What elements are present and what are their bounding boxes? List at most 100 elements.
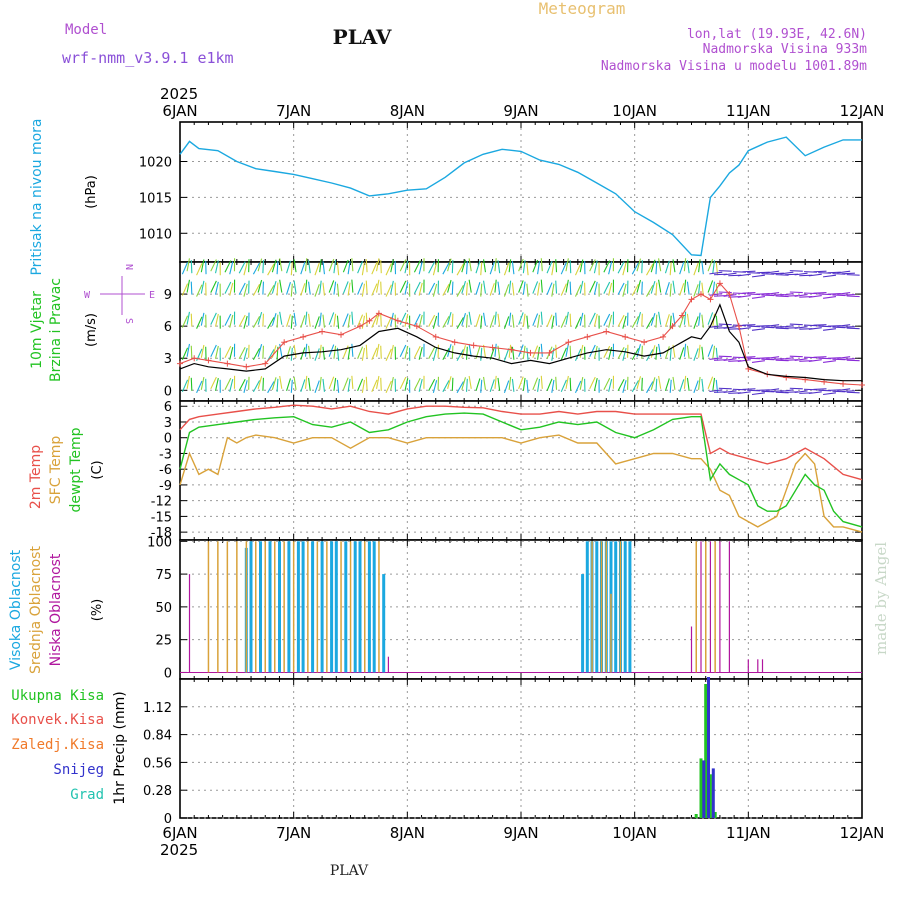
wind-arrow (698, 259, 701, 273)
wind-arrow (333, 281, 337, 295)
cloud-bar-mid (245, 541, 248, 673)
y-tick-label: 1.12 (143, 701, 172, 716)
y-tick-label: -3 (159, 447, 172, 462)
wind-arrow (267, 263, 275, 276)
wind-arrow (475, 314, 481, 327)
wind-arrow (574, 348, 582, 361)
wind-arrow (468, 311, 472, 325)
cloud-bar-mid (340, 541, 342, 673)
wind-arrow (622, 315, 627, 329)
wind-gust-marker (356, 323, 363, 330)
wind-arrow (683, 258, 687, 272)
wind-arrow (742, 270, 756, 273)
cloud-bar-high (585, 541, 589, 673)
wind-arrow (766, 356, 780, 359)
wind-arrow (399, 259, 407, 272)
wind-arrow (300, 347, 306, 360)
wind-arrow (279, 343, 283, 357)
wind-arrow (565, 343, 569, 357)
wind-arrow (593, 345, 598, 359)
wind-arrow (789, 291, 803, 294)
elevation-label: Nadmorska Visina 933m (703, 42, 868, 57)
wind-arrow (468, 258, 472, 272)
cloud-bar-high (287, 541, 291, 673)
wind-arrow (508, 312, 512, 326)
legend-convective: Konvek.Kisa (11, 712, 104, 728)
wind-arrow (560, 283, 567, 296)
wind-arrow (371, 262, 378, 275)
cloud-bar-mid (274, 541, 276, 673)
wind-arrow (718, 270, 732, 272)
cloud-bar-low (188, 574, 191, 673)
cloud-bar-mid (226, 541, 229, 673)
wind-arrow (186, 279, 191, 293)
wind-arrow (603, 345, 611, 358)
wind-arrow (569, 377, 572, 391)
wind-gust-marker (716, 280, 723, 287)
wind-arrow (252, 315, 261, 328)
wind-units: (m/s) (84, 313, 99, 347)
wind-arrow (319, 259, 322, 273)
wind-arrow (214, 313, 219, 327)
precip-bar-total (704, 684, 708, 818)
wind-arrow (489, 283, 495, 296)
wind-arrow (418, 346, 423, 360)
wind-panel: 0 3 6 9 (164, 258, 865, 402)
temp-2m-line (179, 404, 863, 481)
wind-arrow (742, 292, 756, 294)
wind-arrow (540, 258, 543, 272)
wind-arrow (751, 274, 765, 278)
wind-arrow (841, 272, 855, 275)
wind-arrow (262, 345, 264, 359)
wind-arrow (723, 390, 737, 394)
y-tick-label: -12 (151, 495, 172, 510)
y-tick-label: 6 (164, 400, 172, 415)
temp-dewpt-label: dewpt Temp (68, 427, 84, 512)
wind-arrow (593, 313, 598, 327)
wind-arrow (560, 315, 567, 328)
wind-arrow (658, 258, 662, 272)
time-tick-label: 12JAN (840, 102, 885, 120)
wind-arrow (537, 282, 541, 296)
wind-arrow (494, 279, 497, 293)
wind-arrow (526, 347, 529, 361)
y-tick-label: 9 (164, 288, 172, 303)
wind-arrow (537, 261, 541, 275)
wind-arrow (319, 376, 322, 390)
wind-arrow (589, 312, 596, 325)
temp-sfc-line (179, 434, 863, 533)
wind-arrow (483, 280, 487, 294)
wind-arrow (308, 377, 311, 391)
wind-arrow (569, 281, 572, 295)
wind-arrow (669, 347, 672, 361)
y-tick-label: 100 (147, 535, 172, 550)
wind-arrow (347, 282, 351, 296)
wind-arrow (404, 260, 409, 274)
cloud-bar-high (249, 541, 253, 673)
wind-arrow (279, 258, 283, 272)
wind-arrow (780, 293, 794, 296)
wind-arrow (780, 325, 794, 328)
wind-arrow (333, 345, 337, 359)
precip-bar-total (694, 814, 698, 818)
cloud-bar-high (268, 541, 272, 673)
wind-arrow (794, 358, 808, 361)
wind-arrow (267, 284, 275, 297)
credit-text: made by Angel (872, 542, 890, 655)
legend-graupel: Grad (70, 787, 104, 803)
y-tick-label: 0 (164, 812, 172, 827)
wind-arrow (593, 281, 598, 295)
wind-arrow (357, 314, 364, 327)
model-label: Model (65, 22, 107, 38)
cloud-bar-mid (207, 541, 210, 673)
wind-arrow (837, 324, 851, 327)
wind-arrow (200, 280, 205, 294)
wind-arrow (617, 346, 625, 359)
wind-arrow (190, 313, 193, 327)
wind-arrow (846, 295, 860, 298)
wind-arrow (723, 272, 737, 276)
wind-arrow (497, 313, 501, 327)
wind-arrow (503, 380, 510, 393)
wind-arrow (456, 263, 464, 276)
wind-arrow (511, 282, 515, 296)
